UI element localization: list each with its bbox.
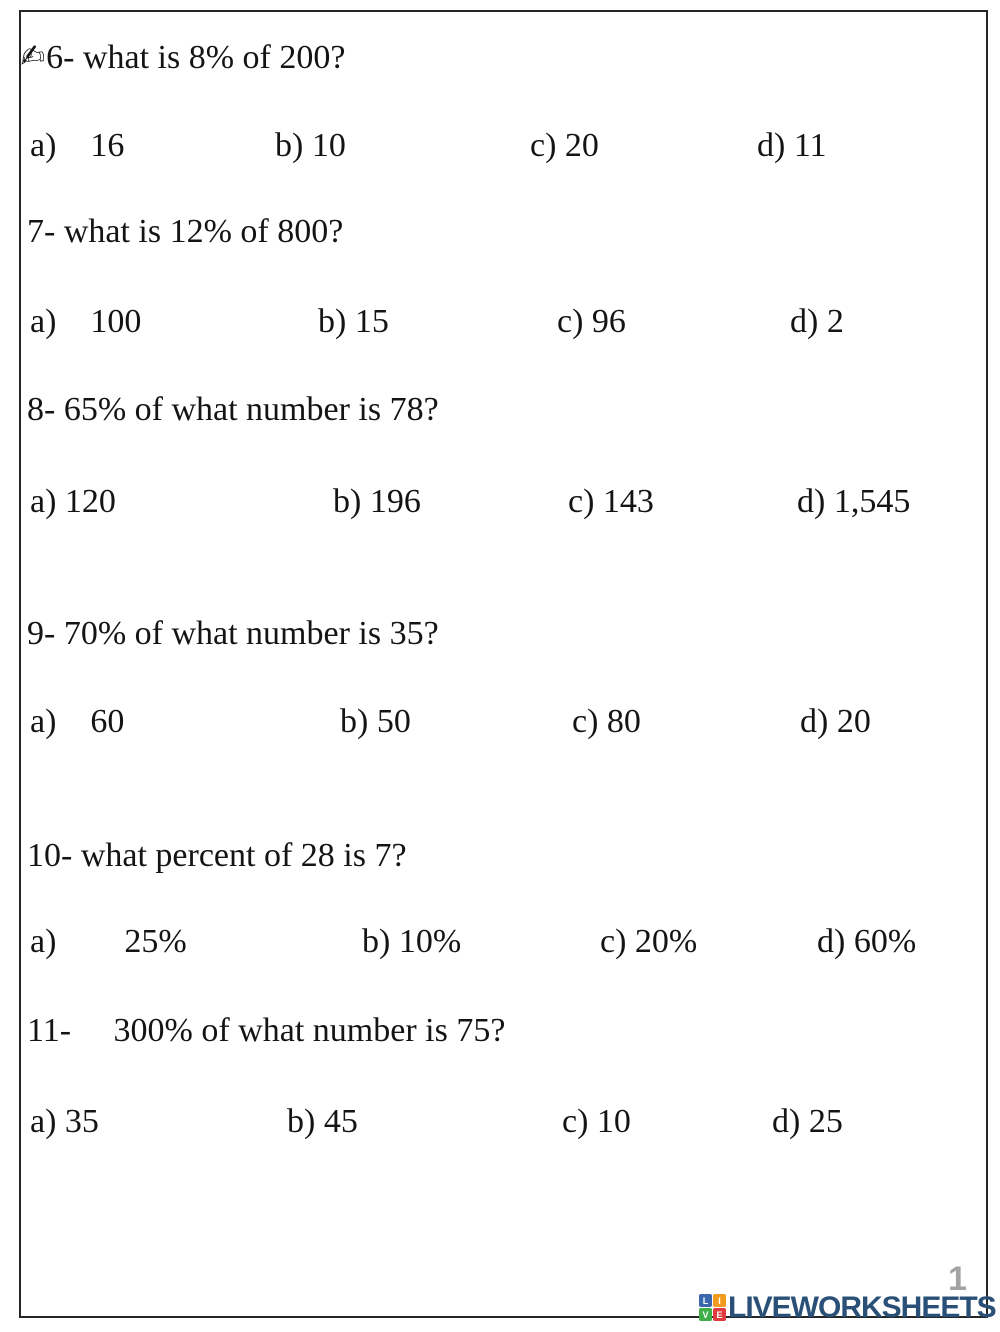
options-row-q9: a) 60 b) 50 c) 80 d) 20 — [0, 702, 1000, 746]
option-c[interactable]: c) 10 — [562, 1103, 631, 1140]
option-d[interactable]: d) 1,545 — [797, 483, 911, 520]
option-d[interactable]: d) 25 — [772, 1103, 843, 1140]
option-b[interactable]: b) 50 — [340, 703, 411, 740]
logo-square-v: V — [699, 1308, 712, 1321]
liveworksheets-logo[interactable]: L I V E LIVEWORKSHEETS — [699, 1291, 997, 1324]
option-a[interactable]: a) 35 — [30, 1103, 99, 1140]
options-row-q6: a) 16 b) 10 c) 20 d) 11 — [0, 126, 1000, 170]
options-row-q11: a) 35 b) 45 c) 10 d) 25 — [0, 1102, 1000, 1146]
question-text: 6- what is 8% of 200? — [46, 39, 346, 76]
option-a[interactable]: a) 120 — [30, 483, 116, 520]
logo-square-i: I — [713, 1294, 726, 1307]
options-row-q8: a) 120 b) 196 c) 143 d) 1,545 — [0, 482, 1000, 526]
option-b[interactable]: b) 10% — [362, 923, 462, 960]
page-frame — [19, 10, 988, 1318]
question-11: 11- 300% of what number is 75? — [27, 1012, 506, 1049]
option-a[interactable]: a) 100 — [30, 303, 142, 340]
option-c[interactable]: c) 20% — [600, 923, 698, 960]
option-b[interactable]: b) 10 — [275, 127, 346, 164]
question-6: ✍ 6- what is 8% of 200? — [18, 37, 346, 77]
logo-letter-squares: L I V E — [699, 1294, 726, 1321]
option-d[interactable]: d) 20 — [800, 703, 871, 740]
option-c[interactable]: c) 96 — [557, 303, 626, 340]
option-c[interactable]: c) 80 — [572, 703, 641, 740]
option-b[interactable]: b) 15 — [318, 303, 389, 340]
option-a[interactable]: a) 60 — [30, 703, 125, 740]
option-a[interactable]: a) 25% — [30, 923, 187, 960]
question-9: 9- 70% of what number is 35? — [27, 615, 439, 652]
option-b[interactable]: b) 45 — [287, 1103, 358, 1140]
logo-text: LIVEWORKSHEETS — [728, 1291, 997, 1324]
option-d[interactable]: d) 60% — [817, 923, 917, 960]
logo-square-e: E — [713, 1308, 726, 1321]
question-8: 8- 65% of what number is 78? — [27, 391, 439, 428]
question-10: 10- what percent of 28 is 7? — [27, 837, 407, 874]
option-d[interactable]: d) 11 — [757, 127, 827, 164]
options-row-q7: a) 100 b) 15 c) 96 d) 2 — [0, 302, 1000, 346]
option-c[interactable]: c) 20 — [530, 127, 599, 164]
option-c[interactable]: c) 143 — [568, 483, 654, 520]
option-b[interactable]: b) 196 — [333, 483, 421, 520]
question-7: 7- what is 12% of 800? — [27, 213, 344, 250]
options-row-q10: a) 25% b) 10% c) 20% d) 60% — [0, 922, 1000, 966]
option-a[interactable]: a) 16 — [30, 127, 125, 164]
option-d[interactable]: d) 2 — [790, 303, 844, 340]
writing-hand-icon: ✍ — [18, 37, 47, 76]
logo-square-l: L — [699, 1294, 712, 1307]
page-number: 1 — [948, 1260, 967, 1298]
